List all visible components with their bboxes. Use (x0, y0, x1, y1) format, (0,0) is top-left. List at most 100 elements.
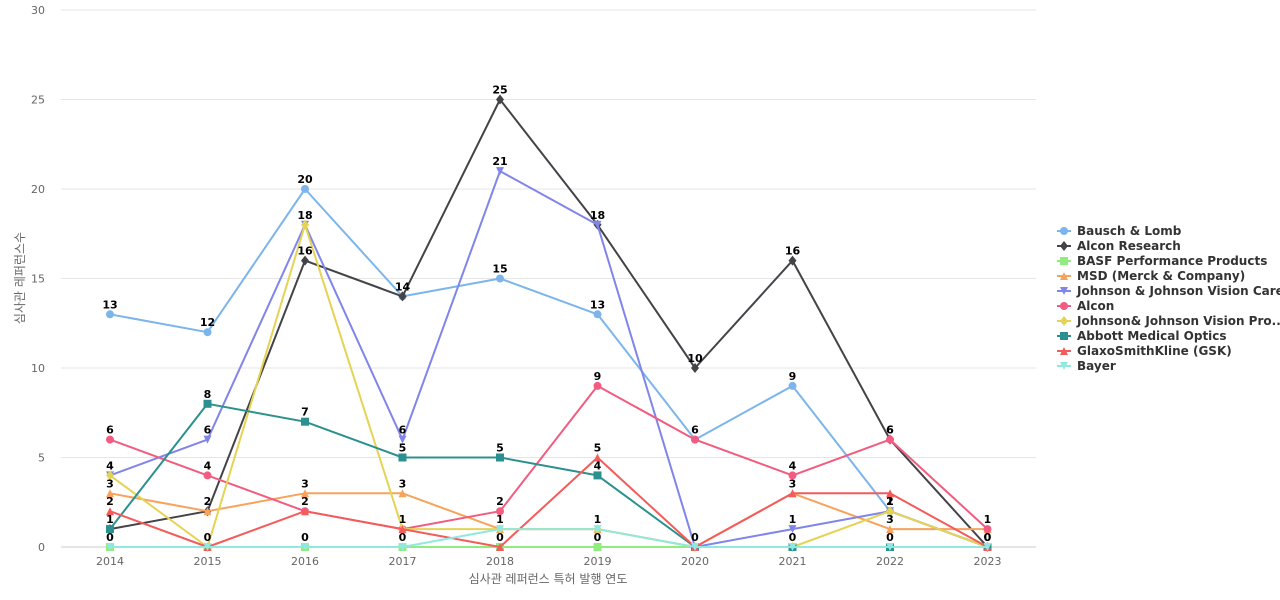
data-label: 2 (301, 495, 309, 508)
data-label: 16 (785, 245, 801, 258)
legend-label: Johnson & Johnson Vision Care (1076, 284, 1280, 298)
grid-lines (61, 9, 1036, 548)
legend-marker (1060, 316, 1068, 326)
data-label: 0 (594, 531, 602, 544)
data-label: 13 (102, 298, 117, 311)
data-label: 6 (399, 424, 407, 437)
data-point (886, 489, 894, 498)
series-line (109, 223, 988, 548)
data-label: 1 (106, 513, 114, 526)
series-line (109, 170, 988, 548)
data-point (496, 167, 504, 176)
data-label: 3 (789, 477, 797, 490)
data-label: 2 (496, 495, 504, 508)
x-tick-label: 2017 (389, 555, 417, 568)
data-label: 1 (399, 513, 407, 526)
data-label: 4 (106, 459, 114, 472)
x-tick-label: 2023 (974, 555, 1002, 568)
x-axis-title: 심사관 레퍼런스 특허 발행 연도 (469, 571, 628, 586)
data-point (106, 435, 114, 444)
data-point (788, 471, 797, 480)
data-label: 3 (301, 477, 309, 490)
data-label: 20 (297, 173, 313, 186)
legend-marker (1060, 362, 1068, 370)
data-point (398, 453, 407, 462)
data-label: 18 (590, 209, 605, 222)
series-line (109, 188, 988, 548)
legend-item[interactable]: Bayer (1057, 359, 1116, 373)
data-point (593, 381, 602, 390)
series-8 (106, 453, 992, 551)
data-point (886, 435, 894, 444)
data-point (983, 543, 992, 551)
data-point (788, 489, 797, 498)
y-tick-label: 10 (31, 362, 45, 375)
y-axis-ticks: 0 5 10 15 20 25 30 (31, 4, 45, 554)
data-point (301, 489, 309, 498)
data-point (593, 525, 602, 534)
data-point (593, 220, 602, 229)
y-tick-label: 20 (31, 183, 45, 196)
legend-item[interactable]: MSD (Merck & Company) (1057, 269, 1245, 283)
legend-marker (1060, 257, 1068, 265)
data-label: 6 (886, 424, 894, 437)
data-label: 0 (984, 531, 992, 544)
data-label: 0 (886, 531, 894, 544)
legend-item[interactable]: BASF Performance Products (1057, 254, 1267, 268)
data-point (496, 274, 504, 283)
data-point (301, 543, 309, 551)
data-label: 12 (200, 316, 215, 329)
series-line (109, 456, 988, 548)
x-tick-label: 2015 (194, 555, 222, 568)
data-point (691, 435, 699, 444)
data-label: 1 (496, 513, 504, 526)
legend-item[interactable]: Abbott Medical Optics (1057, 329, 1227, 343)
data-label: 0 (204, 531, 212, 544)
data-point (398, 291, 407, 302)
data-label: 0 (496, 531, 504, 544)
data-point (788, 543, 797, 551)
legend-item[interactable]: Alcon (1057, 299, 1114, 313)
data-point (203, 328, 212, 337)
legend-item[interactable]: Johnson& Johnson Vision Pro... (1057, 314, 1280, 328)
x-tick-label: 2019 (584, 555, 612, 568)
legend-marker (1060, 347, 1068, 355)
data-point (203, 399, 212, 408)
data-label: 6 (204, 424, 212, 437)
data-label: 8 (204, 388, 212, 401)
data-point (106, 489, 114, 498)
legend-label: Bayer (1077, 359, 1116, 373)
legend-label: Johnson& Johnson Vision Pro... (1076, 314, 1280, 328)
legend-item[interactable]: GlaxoSmithKline (GSK) (1057, 344, 1232, 358)
data-label: 3 (886, 513, 894, 526)
data-point (788, 255, 797, 266)
data-label: 5 (496, 442, 504, 455)
data-point (203, 507, 212, 516)
data-point (593, 310, 602, 319)
data-point (398, 525, 407, 534)
data-label: 1 (984, 513, 992, 526)
data-point (203, 543, 212, 551)
series-line (109, 98, 989, 548)
data-point (106, 310, 114, 319)
series-group (106, 94, 992, 552)
data-point (301, 507, 309, 516)
data-point (203, 435, 212, 444)
legend-item[interactable]: Alcon Research (1057, 239, 1181, 253)
x-tick-label: 2014 (96, 555, 124, 568)
data-point (106, 543, 114, 551)
legend-item[interactable]: Bausch & Lomb (1057, 224, 1182, 238)
data-label: 0 (789, 531, 797, 544)
data-label: 10 (687, 352, 703, 365)
data-point (398, 543, 407, 551)
data-label: 0 (399, 531, 407, 544)
legend-item[interactable]: Johnson & Johnson Vision Care (1057, 284, 1280, 298)
legend-label: GlaxoSmithKline (GSK) (1077, 344, 1232, 358)
data-label: 0 (106, 531, 114, 544)
data-point (788, 381, 797, 390)
data-label: 21 (492, 155, 507, 168)
data-label: 4 (789, 459, 797, 472)
data-label: 25 (492, 84, 507, 97)
